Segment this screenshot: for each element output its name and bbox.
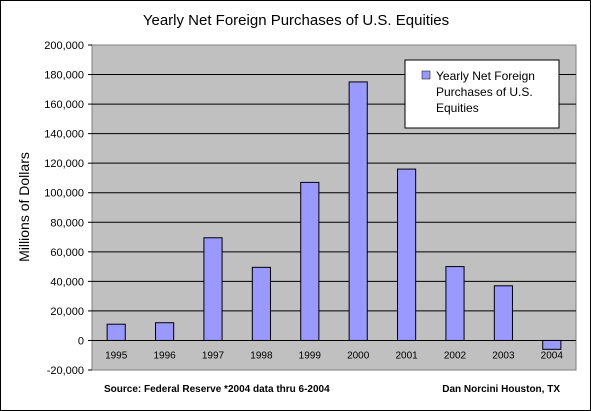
y-tick-labels: 200,000 180,000 160,000 140,000 120,000 100,0… (44, 40, 84, 377)
bar-2003 (493, 285, 513, 341)
legend-box (404, 59, 560, 129)
legend: Yearly Net Foreign Purchases of U.S. Equ… (404, 59, 560, 129)
y-tick-label: 80,000 (50, 217, 84, 229)
bar-1999 (300, 181, 320, 341)
bar-1996 (155, 322, 175, 341)
legend-label-line-1: Yearly Net Foreign (436, 69, 535, 83)
y-tick-label: 140,000 (44, 129, 84, 141)
bar-1997 (203, 237, 223, 341)
bar-2002 (445, 266, 465, 341)
legend-label-line-3: Equities (436, 101, 479, 115)
x-tick-label: 1997 (202, 350, 225, 361)
footer-author: Dan Norcini Houston, TX (442, 384, 560, 395)
x-tick-label: 2001 (395, 350, 418, 361)
bar-1995 (106, 323, 126, 341)
x-tick-label: 1999 (299, 350, 322, 361)
x-tick-label: 2004 (541, 350, 564, 361)
bar-2004 (542, 339, 562, 350)
y-tick-label: 0 (78, 335, 84, 347)
bar-1998 (251, 266, 271, 341)
y-tick-label: -20,000 (47, 365, 84, 377)
x-tick-label: 2003 (492, 350, 515, 361)
chart-title: Yearly Net Foreign Purchases of U.S. Equ… (143, 12, 449, 29)
y-tick-label: 40,000 (50, 276, 84, 288)
y-tick-label: 120,000 (44, 158, 84, 170)
x-tick-label: 2002 (444, 350, 467, 361)
y-tick-label: 200,000 (44, 40, 84, 52)
y-tick-label: 160,000 (44, 99, 84, 111)
footer-source: Source: Federal Reserve *2004 data thru … (104, 384, 330, 395)
y-axis-label: Millions of Dollars (16, 152, 32, 262)
bar-2001 (397, 168, 417, 341)
y-tick-label: 100,000 (44, 188, 84, 200)
y-tick-label: 20,000 (50, 306, 84, 318)
x-tick-label: 2000 (347, 350, 370, 361)
x-tick-label: 1996 (153, 350, 176, 361)
y-tick-label: 180,000 (44, 70, 84, 82)
x-tick-labels: 1995 1996 1997 1998 1999 2000 2001 2002 2003 2004 (105, 350, 563, 361)
legend-swatch (421, 70, 431, 80)
x-tick-label: 1998 (250, 350, 273, 361)
bar-2000 (348, 81, 368, 341)
x-tick-label: 1995 (105, 350, 128, 361)
legend-label-line-2: Purchases of U.S. (436, 85, 533, 99)
y-tick-label: 60,000 (50, 247, 84, 259)
